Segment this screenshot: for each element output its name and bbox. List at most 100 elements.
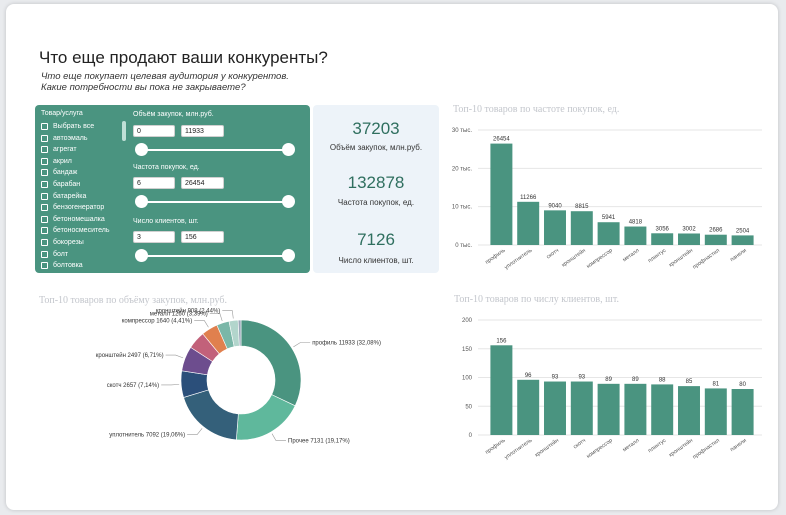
clients-slider-track[interactable] [141, 255, 287, 257]
volume-slider-track[interactable] [141, 149, 287, 151]
list-scrollbar[interactable] [122, 121, 126, 141]
checkbox[interactable] [41, 250, 48, 258]
product-list-header: Товар/услуга [41, 110, 83, 117]
freq-ytick-label: 0 тыс. [455, 243, 472, 249]
product-filter-item[interactable]: барабан [41, 179, 80, 190]
checkbox[interactable] [41, 192, 48, 200]
volume-max-input[interactable]: 11933 [181, 125, 224, 137]
clients-slider-max-handle[interactable] [282, 249, 295, 262]
product-filter-item[interactable]: батарейка [41, 191, 86, 202]
checkbox[interactable] [41, 169, 48, 177]
clients-slider-min-handle[interactable] [135, 249, 148, 262]
volume-slider-min-handle[interactable] [135, 143, 148, 156]
clients-bar[interactable] [678, 386, 700, 435]
pie-leader-line [161, 384, 180, 386]
clients-bar-chart: 0 50 100 150 200 156 профиль 96 уплотнитель 93 кро… [462, 318, 762, 461]
freq-bar[interactable] [597, 222, 620, 245]
clients-bar[interactable] [517, 379, 540, 435]
product-filter-item-label: агрегат [53, 146, 77, 154]
frequency-slider-min-handle[interactable] [135, 195, 148, 208]
volume-slider-max-handle[interactable] [282, 143, 295, 156]
frequency-min-input[interactable]: 6 [133, 177, 175, 189]
clients-max-input[interactable]: 156 [181, 231, 224, 243]
product-filter-item[interactable]: бетоносмеситель [41, 225, 110, 236]
product-filter-item[interactable]: болтовка [41, 260, 83, 271]
freq-value-label: 26454 [493, 137, 510, 143]
clients-bar[interactable] [704, 388, 727, 435]
freq-value-label: 3002 [682, 226, 696, 232]
freq-bar[interactable] [731, 235, 754, 245]
freq-bar[interactable] [651, 233, 674, 245]
clients-bar[interactable] [624, 383, 647, 435]
pie-leader-line [187, 428, 203, 435]
clients-bar[interactable] [651, 384, 674, 435]
freq-value-label: 5941 [602, 215, 616, 221]
frequency-max-input[interactable]: 26454 [181, 177, 224, 189]
clients-bar[interactable] [570, 381, 593, 435]
volume-filter-label: Объём закупок, млн.руб. [133, 111, 214, 118]
clients-bar[interactable] [731, 389, 754, 435]
clients-value-label: 93 [578, 375, 585, 381]
pie-slice-label: Прочее 7131 (19,17%) [288, 439, 350, 445]
checkbox[interactable] [41, 227, 48, 235]
freq-bar[interactable] [517, 201, 540, 245]
pie-slice[interactable] [240, 319, 302, 407]
product-filter-item[interactable]: бетономешалка [41, 214, 105, 225]
product-filter-item-label: акрил [53, 157, 72, 165]
checkbox[interactable] [41, 123, 48, 130]
clients-min-input[interactable]: 3 [133, 231, 175, 243]
checkbox[interactable] [41, 157, 48, 165]
checkbox[interactable] [41, 239, 48, 246]
frequency-slider-max-handle[interactable] [282, 195, 295, 208]
pie-slice[interactable] [183, 389, 239, 441]
page-subtitle-2: Какие потребности вы пока не закрываете? [41, 82, 246, 93]
product-filter-item[interactable]: агрегат [41, 144, 77, 155]
volume-min-input[interactable]: 0 [133, 125, 175, 137]
product-filter-item[interactable]: акрил [41, 156, 72, 167]
clients-category-label: металл [622, 438, 641, 454]
checkbox[interactable] [41, 215, 48, 223]
freq-bar[interactable] [570, 211, 593, 245]
checkbox[interactable] [41, 134, 48, 142]
clients-value-label: 96 [525, 373, 532, 379]
kpi-frequency-value: 132878 [347, 173, 405, 192]
freq-bar[interactable] [678, 233, 700, 245]
product-filter-item[interactable]: бандаж [41, 167, 77, 178]
checkbox[interactable] [41, 204, 48, 212]
product-filter-item[interactable]: бензогенератор [41, 202, 104, 213]
pie-slice[interactable] [235, 394, 296, 441]
checkbox[interactable] [41, 262, 48, 270]
freq-bar[interactable] [624, 226, 647, 245]
pie-slice-label: компрессор 1640 (4,41%) [122, 318, 193, 324]
freq-bar[interactable] [490, 143, 513, 245]
clients-value-label: 93 [552, 375, 559, 381]
product-filter-item-label: бензогенератор [53, 204, 105, 212]
product-filter-item[interactable]: бокорезы [41, 237, 84, 248]
product-filter-item[interactable]: Выбрать все [41, 121, 94, 132]
checkbox[interactable] [41, 181, 48, 188]
freq-bar[interactable] [704, 234, 727, 245]
kpi-volume-label: Объём закупок, млн.руб. [329, 143, 423, 152]
clients-bar[interactable] [490, 345, 513, 435]
product-filter-item[interactable]: болт [41, 249, 68, 260]
freq-category-label: плинтус [647, 248, 667, 265]
pie-slice-label: металл 1260 (3,39%) [150, 311, 208, 317]
frequency-slider-track[interactable] [141, 201, 287, 203]
freq-bar[interactable] [544, 210, 566, 245]
freq-chart-title: Топ-10 товаров по частоте покупок, ед. [453, 104, 620, 115]
clients-category-label: профнастил [692, 438, 721, 461]
pie-slice-label: кронштейн 908 (2,44%) [156, 308, 220, 315]
product-filter-item-label: бокорезы [53, 239, 84, 246]
freq-value-label: 2686 [709, 228, 723, 234]
checkbox[interactable] [41, 146, 48, 154]
product-filter-item-label: бетоносмеситель [53, 227, 110, 235]
freq-ytick-label: 20 тыс. [452, 166, 472, 172]
kpi-clients-label: Число клиентов, шт. [338, 256, 414, 265]
clients-bar[interactable] [597, 383, 620, 435]
pie-slice[interactable] [237, 319, 242, 347]
pie-leader-line [293, 342, 311, 348]
clients-bar[interactable] [544, 381, 566, 435]
freq-ytick-label: 10 тыс. [452, 205, 472, 211]
product-filter-list[interactable]: Товар/услуга Выбрать все автоэмаль агрегат… [39, 107, 149, 270]
product-filter-item[interactable]: автоэмаль [41, 133, 88, 144]
